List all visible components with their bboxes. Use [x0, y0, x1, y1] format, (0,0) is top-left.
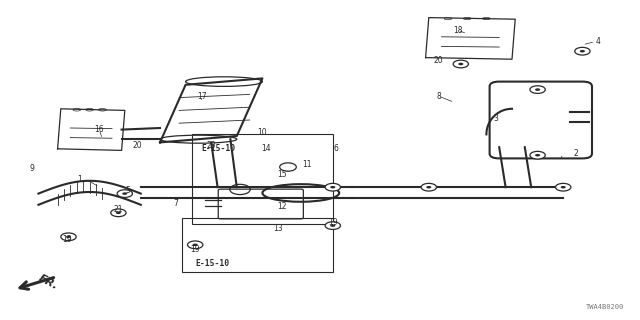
Text: E-15-10: E-15-10: [195, 260, 229, 268]
Circle shape: [117, 190, 132, 197]
Text: E-15-10: E-15-10: [202, 144, 236, 153]
Text: 19: 19: [62, 236, 72, 244]
Text: 20: 20: [433, 56, 444, 65]
Text: 3: 3: [493, 114, 499, 123]
Text: 8: 8: [436, 92, 441, 100]
Bar: [182, 218, 333, 272]
Circle shape: [325, 222, 340, 229]
Circle shape: [530, 151, 545, 159]
Text: 7: 7: [173, 199, 179, 208]
Text: 19: 19: [328, 218, 338, 227]
Text: FR.: FR.: [37, 273, 60, 292]
Text: 15: 15: [276, 170, 287, 179]
Circle shape: [535, 88, 540, 91]
Circle shape: [575, 47, 590, 55]
Circle shape: [116, 212, 121, 214]
Text: 9: 9: [29, 164, 35, 172]
Circle shape: [530, 86, 545, 93]
Circle shape: [458, 63, 463, 65]
Text: 12: 12: [277, 202, 286, 211]
Text: 10: 10: [257, 128, 268, 137]
Text: 16: 16: [94, 125, 104, 134]
Circle shape: [111, 209, 126, 217]
Circle shape: [66, 236, 71, 238]
Circle shape: [453, 60, 468, 68]
Circle shape: [561, 186, 566, 188]
Text: 19: 19: [190, 245, 200, 254]
Circle shape: [193, 244, 198, 246]
Circle shape: [330, 186, 335, 188]
Bar: [192, 134, 333, 224]
Text: 20: 20: [132, 141, 143, 150]
Text: TWA4B0200: TWA4B0200: [586, 304, 624, 310]
Circle shape: [61, 233, 76, 241]
Text: 14: 14: [260, 144, 271, 153]
Circle shape: [330, 224, 335, 227]
Circle shape: [421, 183, 436, 191]
Text: 13: 13: [273, 224, 284, 233]
Text: 2: 2: [573, 149, 579, 158]
Text: 6: 6: [333, 144, 339, 153]
Circle shape: [535, 154, 540, 156]
Circle shape: [122, 192, 127, 195]
Text: 21: 21: [114, 205, 123, 214]
Text: 11: 11: [303, 160, 312, 169]
Circle shape: [426, 186, 431, 188]
Text: 17: 17: [196, 92, 207, 100]
Circle shape: [556, 183, 571, 191]
Circle shape: [325, 183, 340, 191]
Circle shape: [188, 241, 203, 249]
Text: 4: 4: [596, 37, 601, 46]
Text: 5: 5: [125, 186, 131, 195]
Text: 20: 20: [206, 141, 216, 150]
Text: 18: 18: [453, 26, 462, 35]
Text: 1: 1: [77, 175, 83, 184]
Circle shape: [580, 50, 585, 52]
